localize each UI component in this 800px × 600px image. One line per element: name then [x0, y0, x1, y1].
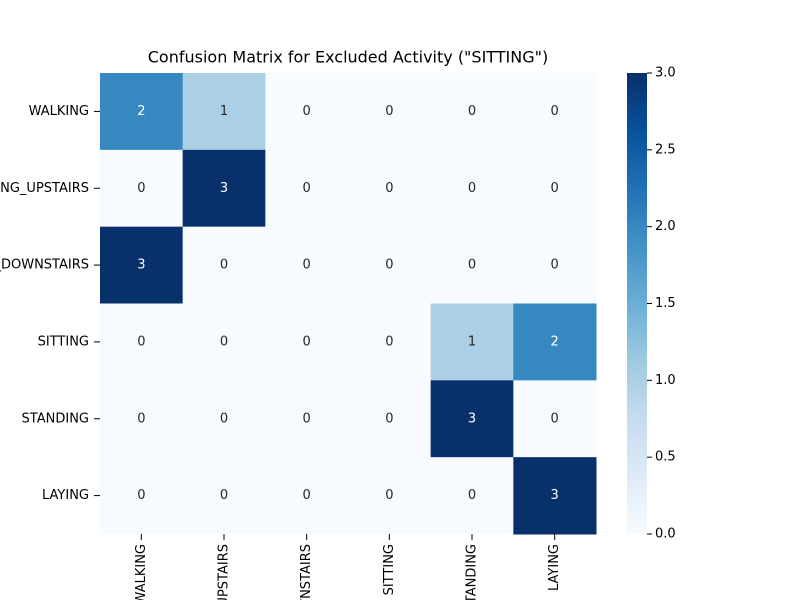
colorbar-tick-label: 1.0	[655, 373, 676, 388]
cell-label: 1	[468, 334, 476, 349]
heatmap-cell	[513, 303, 597, 381]
heatmap-cell	[265, 303, 349, 381]
cell-label: 0	[220, 334, 228, 349]
colorbar-tick-label: 1.5	[655, 296, 676, 311]
cell-label: 0	[468, 258, 476, 273]
heatmap-cell	[182, 73, 266, 151]
heatmap-cell	[182, 226, 266, 304]
heatmap-cell	[182, 380, 266, 458]
heatmap-cell	[348, 380, 432, 458]
x-tick-label: LAYING	[547, 544, 562, 591]
cell-label: 0	[303, 334, 311, 349]
heatmap-cell	[182, 303, 266, 381]
cell-label: 0	[220, 411, 228, 426]
cell-label: 0	[385, 488, 393, 503]
x-tick-label: WALKING_UPSTAIRS	[217, 544, 232, 600]
heatmap-cell	[513, 149, 597, 228]
cell-label: 3	[137, 258, 145, 273]
cell-label: 3	[220, 181, 228, 196]
chart-title: Confusion Matrix for Excluded Activity (…	[148, 48, 549, 67]
y-tick-label: WALKING_UPSTAIRS	[0, 181, 89, 196]
colorbar-tick-label: 3.0	[655, 66, 676, 81]
heatmap-cell	[513, 226, 597, 304]
cell-label: 0	[468, 104, 476, 119]
heatmap-cell	[182, 457, 266, 535]
cell-label: 0	[220, 258, 228, 273]
heatmap-cell	[348, 149, 432, 228]
heatmap-cell	[513, 73, 597, 151]
cell-label: 0	[303, 104, 311, 119]
cell-label: 0	[385, 181, 393, 196]
y-tick-label: STANDING	[22, 411, 89, 426]
cell-label: 3	[551, 488, 559, 503]
heatmap-cell	[430, 457, 514, 535]
heatmap-cell	[100, 380, 184, 458]
cell-label: 0	[137, 411, 145, 426]
cell-label: 3	[468, 411, 476, 426]
cell-label: 0	[385, 258, 393, 273]
y-tick-label: LAYING	[42, 488, 89, 503]
cell-label: 0	[137, 334, 145, 349]
cell-label: 0	[551, 411, 559, 426]
heatmap-cell	[430, 226, 514, 304]
heatmap-cell	[265, 380, 349, 458]
heatmap-cell	[100, 303, 184, 381]
cell-label: 0	[385, 334, 393, 349]
colorbar	[627, 73, 647, 534]
cell-label: 0	[303, 181, 311, 196]
cell-label: 0	[385, 104, 393, 119]
heatmap-cell	[348, 226, 432, 304]
x-tick-label: STANDING	[465, 544, 480, 600]
heatmap-cell	[430, 73, 514, 151]
y-tick-label: WALKING_DOWNSTAIRS	[0, 258, 89, 273]
cell-label: 0	[468, 181, 476, 196]
cell-label: 2	[137, 104, 145, 119]
x-tick-label: WALKING_DOWNSTAIRS	[299, 544, 314, 600]
heatmap-cell	[100, 149, 184, 228]
colorbar-tick-label: 2.5	[655, 142, 676, 157]
heatmap-cell	[430, 380, 514, 458]
cell-label: 0	[137, 488, 145, 503]
heatmap-cell	[430, 149, 514, 228]
heatmap-cell	[182, 149, 266, 228]
cell-label: 0	[551, 258, 559, 273]
heatmap-cell	[100, 73, 184, 151]
colorbar-tick-label: 0.0	[655, 527, 676, 542]
heatmap-cell	[265, 457, 349, 535]
heatmap-cell	[100, 226, 184, 304]
heatmap-cell	[348, 457, 432, 535]
cell-label: 1	[220, 104, 228, 119]
y-tick-label: SITTING	[38, 334, 89, 349]
heatmap-cell	[265, 226, 349, 304]
cell-label: 0	[551, 181, 559, 196]
cell-label: 0	[220, 488, 228, 503]
colorbar-tick-label: 2.0	[655, 219, 676, 234]
cell-label: 0	[303, 488, 311, 503]
heatmap-cell	[430, 303, 514, 381]
cell-label: 0	[385, 411, 393, 426]
heatmap-cell	[513, 380, 597, 458]
cell-label: 2	[551, 334, 559, 349]
colorbar-tick-label: 0.5	[655, 450, 676, 465]
heatmap-cell	[265, 149, 349, 228]
heatmap-cell	[513, 457, 597, 535]
cell-label: 0	[551, 104, 559, 119]
x-tick-label: WALKING	[134, 544, 149, 600]
cell-label: 0	[137, 181, 145, 196]
heatmap-cell	[348, 73, 432, 151]
cell-label: 0	[468, 488, 476, 503]
heatmap-cell	[265, 73, 349, 151]
heatmap-cell	[100, 457, 184, 535]
cell-label: 0	[303, 258, 311, 273]
cell-label: 0	[303, 411, 311, 426]
heatmap-cell	[348, 303, 432, 381]
y-tick-label: WALKING	[29, 104, 89, 119]
x-tick-label: SITTING	[382, 544, 397, 595]
